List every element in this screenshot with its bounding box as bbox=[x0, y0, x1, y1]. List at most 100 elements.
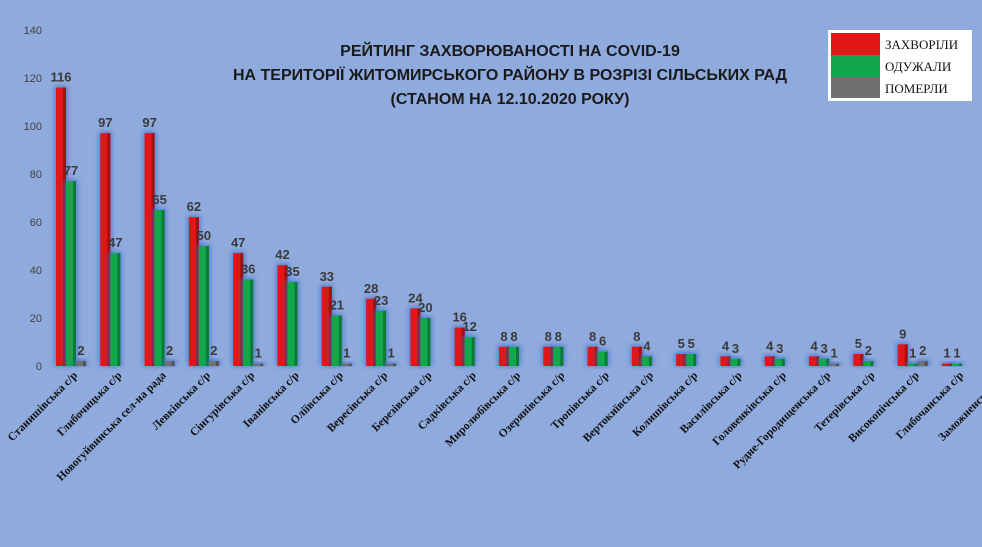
data-label-recovered: 5 bbox=[688, 336, 695, 351]
data-label-infected: 97 bbox=[98, 115, 112, 130]
bar-recovered bbox=[863, 361, 874, 366]
bar-infected bbox=[676, 354, 687, 366]
data-label-recovered: 8 bbox=[555, 329, 562, 344]
data-label-recovered: 6 bbox=[599, 334, 606, 349]
bar-recovered-side bbox=[73, 181, 76, 366]
y-tick-label: 80 bbox=[30, 169, 42, 181]
bar-died-side bbox=[348, 363, 352, 366]
bar-recovered-side bbox=[781, 358, 785, 366]
data-label-infected: 24 bbox=[408, 290, 423, 305]
bar-recovered-side bbox=[604, 351, 608, 366]
bar-infected bbox=[587, 346, 598, 366]
bar-recovered-side bbox=[737, 358, 741, 366]
bar-died-side bbox=[836, 363, 840, 366]
bar-recovered bbox=[819, 358, 830, 366]
y-tick-label: 100 bbox=[24, 121, 42, 133]
data-label-infected: 28 bbox=[364, 281, 378, 296]
bar-recovered bbox=[907, 363, 918, 366]
legend-label-infected: ЗАХВОРІЛИ bbox=[885, 37, 958, 52]
bar-infected bbox=[897, 344, 908, 366]
data-label-recovered: 1 bbox=[909, 346, 916, 361]
data-label-recovered: 35 bbox=[285, 264, 299, 279]
bar-infected bbox=[543, 346, 554, 366]
data-label-infected: 4 bbox=[722, 338, 730, 353]
y-tick-label: 40 bbox=[30, 265, 42, 277]
bar-recovered-side bbox=[560, 346, 564, 366]
bar-recovered-side bbox=[427, 318, 431, 366]
bar-recovered bbox=[420, 318, 431, 366]
bar-died-side bbox=[215, 361, 219, 366]
bar-died-side bbox=[83, 361, 86, 366]
bar-recovered bbox=[641, 356, 652, 366]
bar-recovered bbox=[730, 358, 741, 366]
bar-recovered bbox=[952, 363, 962, 366]
bar-recovered bbox=[243, 279, 254, 366]
bar-recovered-side bbox=[205, 246, 209, 366]
bar-infected bbox=[631, 346, 642, 366]
bar-infected bbox=[454, 327, 465, 366]
bar-infected bbox=[366, 298, 377, 366]
data-label-infected: 1 bbox=[943, 346, 950, 361]
bar-recovered bbox=[464, 337, 475, 366]
data-label-recovered: 3 bbox=[732, 341, 739, 356]
bar-recovered bbox=[376, 310, 387, 366]
bar-infected bbox=[853, 354, 864, 366]
data-label-infected: 5 bbox=[855, 336, 862, 351]
data-label-infected: 8 bbox=[545, 329, 552, 344]
bar-infected bbox=[100, 133, 111, 366]
legend-swatch-recovered bbox=[831, 55, 880, 77]
legend-label-died: ПОМЕРЛИ bbox=[885, 81, 948, 96]
bar-infected bbox=[410, 308, 421, 366]
data-label-infected: 42 bbox=[275, 247, 289, 262]
bar-recovered-side bbox=[959, 363, 962, 366]
bar-recovered bbox=[154, 210, 165, 366]
bar-recovered bbox=[774, 358, 785, 366]
bar-infected bbox=[321, 286, 332, 366]
bar-died bbox=[386, 363, 397, 366]
bar-recovered bbox=[331, 315, 342, 366]
data-label-infected: 97 bbox=[142, 115, 156, 130]
bar-recovered-side bbox=[338, 315, 342, 366]
data-label-died: 1 bbox=[343, 346, 350, 361]
legend-label-recovered: ОДУЖАЛИ bbox=[885, 59, 951, 74]
bar-died bbox=[253, 363, 264, 366]
bar-infected bbox=[942, 363, 952, 366]
data-label-infected: 16 bbox=[452, 310, 466, 325]
data-label-recovered: 50 bbox=[197, 228, 211, 243]
data-label-infected: 47 bbox=[231, 235, 245, 250]
data-label-infected: 8 bbox=[500, 329, 507, 344]
bar-recovered-side bbox=[250, 279, 254, 366]
y-tick-label: 20 bbox=[30, 313, 42, 325]
bar-infected-side bbox=[107, 133, 111, 366]
bar-died bbox=[341, 363, 352, 366]
bar-infected-side bbox=[904, 344, 908, 366]
bar-recovered-side bbox=[870, 361, 874, 366]
bar-recovered-side bbox=[693, 354, 697, 366]
chart-title-line-1: РЕЙТИНГ ЗАХВОРЮВАНОСТІ НА COVID-19 bbox=[340, 41, 680, 60]
bar-recovered bbox=[553, 346, 564, 366]
bar-recovered bbox=[686, 354, 697, 366]
data-label-infected: 116 bbox=[51, 70, 72, 85]
data-label-died: 1 bbox=[255, 346, 262, 361]
bar-infected bbox=[188, 217, 199, 366]
bar-infected bbox=[809, 356, 820, 366]
bar-infected bbox=[56, 87, 66, 366]
data-label-recovered: 23 bbox=[374, 293, 388, 308]
data-label-recovered: 3 bbox=[820, 341, 827, 356]
data-label-recovered: 77 bbox=[64, 163, 78, 178]
bar-recovered-side bbox=[648, 356, 652, 366]
data-label-died: 1 bbox=[387, 346, 394, 361]
y-tick-label: 120 bbox=[24, 73, 42, 85]
legend: ЗАХВОРІЛИ ОДУЖАЛИ ПОМЕРЛИ bbox=[828, 30, 972, 101]
bar-died-side bbox=[260, 363, 264, 366]
data-label-recovered: 36 bbox=[241, 262, 255, 277]
bar-recovered-side bbox=[516, 346, 519, 366]
data-label-infected: 4 bbox=[810, 338, 818, 353]
data-label-recovered: 47 bbox=[108, 235, 122, 250]
bar-recovered bbox=[66, 181, 76, 366]
bar-died-side bbox=[171, 361, 175, 366]
bar-recovered-side bbox=[471, 337, 475, 366]
data-label-recovered: 3 bbox=[776, 341, 783, 356]
bar-infected bbox=[144, 133, 155, 366]
